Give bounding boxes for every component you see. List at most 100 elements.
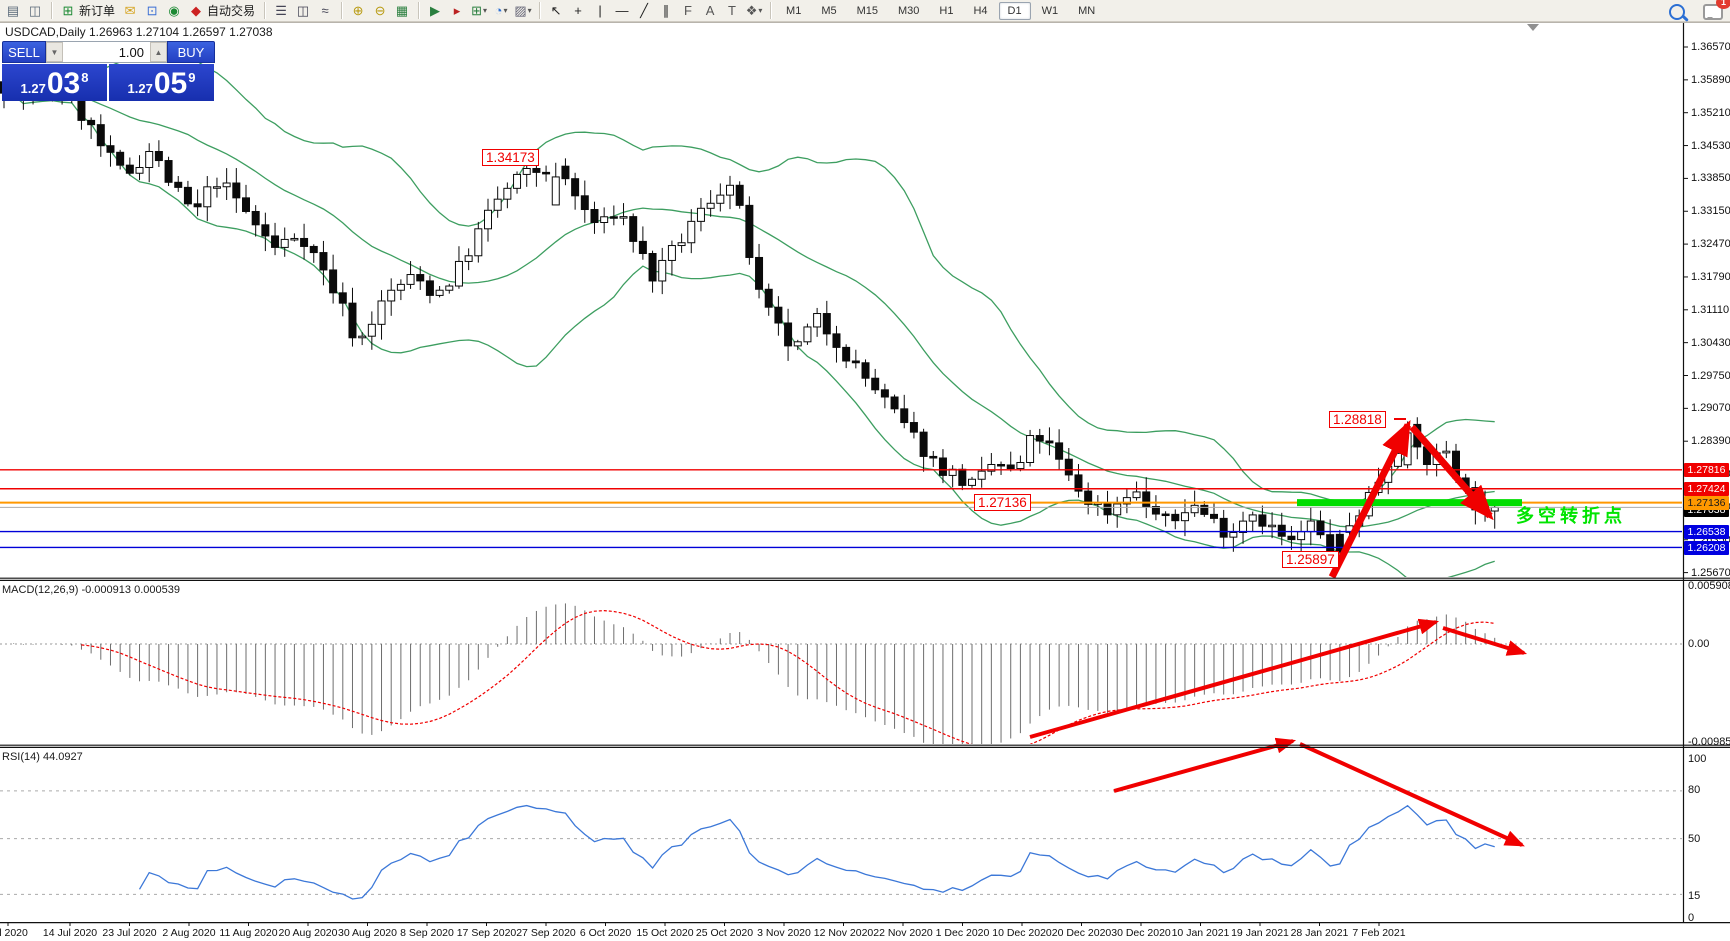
zoom-in-icon[interactable]: ⊕ <box>352 3 364 18</box>
macd-down-arrow[interactable] <box>1442 626 1528 656</box>
buy-price-sup: 9 <box>188 70 196 85</box>
date-label-6: 30 Aug 2020 <box>338 927 397 939</box>
toolbar-separator <box>341 2 343 19</box>
auto-trading-label[interactable]: 自动交易 <box>207 4 256 18</box>
market-watch-icon[interactable]: ◉ <box>168 3 180 18</box>
price-tick-1.30430: 1.30430 <box>1691 336 1730 349</box>
one-click-trade-panel: SELL ▼ 1.00 ▲ BUY 1.27 03 8 1.27 05 9 <box>2 41 215 101</box>
bollinger-middle-band <box>3 90 1495 528</box>
periods-dropdown-icon[interactable]: ▾ <box>503 6 508 15</box>
rsi-axis-100: 100 <box>1688 753 1707 765</box>
date-label-5: 20 Aug 2020 <box>278 927 338 939</box>
timeframe-M30[interactable]: M30 <box>898 4 920 17</box>
price-tick-1.33850: 1.33850 <box>1691 172 1730 185</box>
periods-icon[interactable]: ◔ ▾ <box>494 3 508 18</box>
date-label-11: 15 Oct 2020 <box>636 927 694 939</box>
annotation-price-label-1.27136[interactable]: 1.27136 <box>974 494 1031 511</box>
sell-button[interactable]: SELL <box>2 41 46 63</box>
chart-shift-icon[interactable]: ▸ <box>453 3 461 18</box>
date-label-0: Jul 2020 <box>0 927 28 939</box>
line-chart-type-icon[interactable]: ≈ <box>321 3 329 18</box>
price-tick-1.34530: 1.34530 <box>1691 139 1730 152</box>
zoom-out-icon[interactable]: ⊖ <box>374 3 386 18</box>
chart-shift-marker <box>1527 24 1539 31</box>
price-down-trend-arrow[interactable] <box>1409 424 1494 521</box>
price-level-label-1.26538: 1.26538 <box>1684 524 1729 539</box>
search-icon[interactable] <box>1666 1 1688 22</box>
toolbar-separator <box>539 2 541 19</box>
market-upload-icon[interactable]: ⊡ <box>146 3 158 18</box>
timeframe-MN[interactable]: MN <box>1078 4 1096 17</box>
bar-chart-type-icon[interactable]: ☰ <box>275 3 287 18</box>
timeframe-H1[interactable]: H1 <box>939 4 954 17</box>
trendline-tool-icon[interactable]: ╱ <box>640 3 648 18</box>
text-tool-icon[interactable]: A <box>705 3 715 18</box>
annotation-price-label-1.34173[interactable]: 1.34173 <box>482 149 539 166</box>
toolbar-separator <box>264 2 266 19</box>
volume-decrease-button[interactable]: ▼ <box>46 42 63 62</box>
new-order-label[interactable]: 新订单 <box>79 4 116 18</box>
auto-trading-icon[interactable]: ◆ <box>191 3 202 18</box>
price-level-label-1.26208: 1.26208 <box>1684 540 1729 555</box>
rsi-down-arrow[interactable] <box>1299 742 1525 847</box>
chart-profiles-icon[interactable]: ◫ <box>28 3 42 18</box>
date-label-20: 10 Jan 2021 <box>1171 927 1230 939</box>
timeframe-H4[interactable]: H4 <box>973 4 988 17</box>
toolbar: ▤ ◫ ⊞ 新订单 ✉ ⊡ ◉ ◆ 自动交易 ☰ ◫ ≈ ⊕ ⊖ ▦ ▶ ▸ ⊞ ▾ ◔ ▾ ▨ ▾ ↖ + | — ╱ ∥ F A T ❖ ▾ M… <box>0 0 1730 22</box>
vertical-line-tool-icon[interactable]: | <box>598 3 602 18</box>
crosshair-icon[interactable]: + <box>574 3 582 18</box>
tile-windows-icon[interactable]: ▦ <box>395 3 409 18</box>
price-up-trend-arrow[interactable] <box>1328 419 1412 579</box>
volume-value[interactable]: 1.00 <box>118 44 144 60</box>
price-tick-1.29750: 1.29750 <box>1691 369 1730 382</box>
date-label-12: 25 Oct 2020 <box>695 927 754 939</box>
date-label-18: 20 Dec 2020 <box>1051 927 1112 939</box>
horizontal-line-tool-icon[interactable]: — <box>615 3 629 18</box>
macd-signal-line <box>81 609 1495 744</box>
metaeditor-icon[interactable]: ✉ <box>124 3 136 18</box>
equidistant-channel-tool-icon[interactable]: ∥ <box>662 3 670 18</box>
timeframe-W1[interactable]: W1 <box>1041 4 1059 17</box>
buy-button[interactable]: BUY <box>167 41 215 63</box>
new-order-icon[interactable]: ⊞ <box>62 3 74 18</box>
volume-stepper: ▼ 1.00 ▲ <box>46 41 167 63</box>
timeframe-D1[interactable]: D1 <box>998 1 1031 20</box>
notifications-icon[interactable]: 1 <box>1702 0 1730 22</box>
price-tick-1.29070: 1.29070 <box>1691 402 1730 415</box>
date-label-17: 10 Dec 2020 <box>992 927 1052 939</box>
templates-dropdown-icon[interactable]: ▾ <box>527 6 532 15</box>
fibonacci-tool-icon[interactable]: F <box>684 3 692 18</box>
bollinger-upper-band <box>3 58 1495 503</box>
date-label-7: 8 Sep 2020 <box>400 927 454 939</box>
sell-price-int: 1.27 <box>20 81 46 96</box>
volume-increase-button[interactable]: ▲ <box>150 42 167 62</box>
candlestick-chart-type-icon[interactable]: ◫ <box>296 3 310 18</box>
cursor-icon[interactable]: ↖ <box>550 3 562 18</box>
text-label-tool-icon[interactable]: T <box>728 3 736 18</box>
annotation-price-label-1.25897[interactable]: 1.25897 <box>1282 551 1339 568</box>
bull-bear-turning-point-note[interactable]: 多空转折点 <box>1516 506 1626 526</box>
price-tick-1.35210: 1.35210 <box>1691 106 1730 119</box>
arrows-tool-icon[interactable]: ❖ ▾ <box>745 3 763 18</box>
macd-axis-0.00: 0.00 <box>1688 638 1710 650</box>
timeframe-M15[interactable]: M15 <box>856 4 878 17</box>
rsi-axis-15: 15 <box>1688 890 1701 902</box>
templates-icon[interactable]: ▨ ▾ <box>514 3 532 18</box>
annotation-price-label-1.28818[interactable]: 1.28818 <box>1329 411 1386 428</box>
new-chart-icon[interactable]: ▤ <box>6 3 20 18</box>
macd-axis-0.005908: 0.005908 <box>1688 580 1730 592</box>
macd-up-arrow[interactable] <box>1029 618 1440 739</box>
sell-price-display[interactable]: 1.27 03 8 <box>2 64 107 101</box>
arrows-tool-dropdown-icon[interactable]: ▾ <box>758 6 763 15</box>
timeframe-M1[interactable]: M1 <box>786 4 802 17</box>
buy-price-display[interactable]: 1.27 05 9 <box>109 64 214 101</box>
auto-scroll-icon[interactable]: ▶ <box>430 3 441 18</box>
date-label-1: 14 Jul 2020 <box>42 927 98 939</box>
indicators-list-dropdown-icon[interactable]: ▾ <box>482 6 487 15</box>
rsi-up-arrow[interactable] <box>1113 737 1297 793</box>
indicators-list-icon[interactable]: ⊞ ▾ <box>471 3 487 18</box>
timeframe-M5[interactable]: M5 <box>821 4 837 17</box>
